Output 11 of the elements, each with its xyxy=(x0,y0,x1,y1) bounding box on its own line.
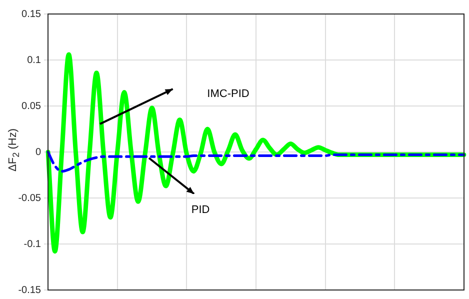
y-tick-label: 0.05 xyxy=(22,100,42,112)
line-series xyxy=(46,150,466,173)
y-tick-label: -0.1 xyxy=(24,238,42,250)
line-series xyxy=(46,52,466,254)
y-tick-label: 0.15 xyxy=(22,8,42,20)
y-tick-label: 0.1 xyxy=(27,54,42,66)
text: IMC-PID xyxy=(207,88,250,100)
y-tick-label: -0.15 xyxy=(18,284,42,296)
y-tick-label: 0 xyxy=(35,146,42,158)
y-tick-label: -0.05 xyxy=(18,192,42,204)
text: PID xyxy=(191,204,210,216)
